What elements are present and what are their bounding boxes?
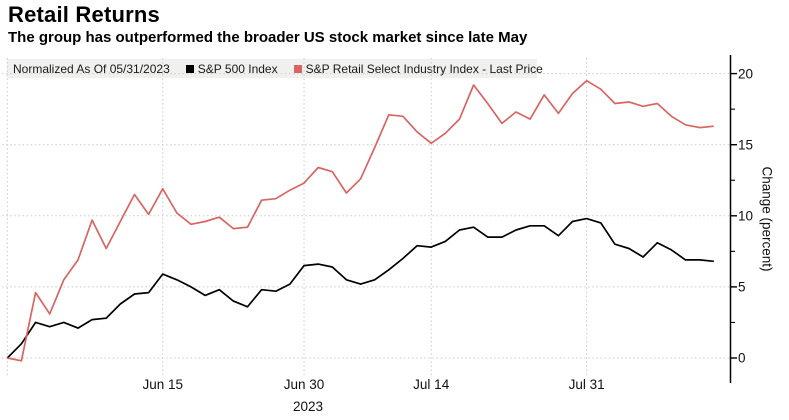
y-axis-title: Change (percent) bbox=[759, 166, 775, 272]
retail-index-line-series bbox=[7, 79, 714, 362]
y-tick-label: 20 bbox=[738, 66, 754, 82]
y-tick-label: 10 bbox=[738, 208, 754, 224]
x-tick-label: Jun 30 bbox=[283, 377, 325, 392]
chart-title: Retail Returns bbox=[8, 2, 160, 27]
legend-item-sp500: S&P 500 Index bbox=[185, 61, 278, 76]
y-tick-label: 15 bbox=[738, 137, 754, 153]
retail-swatch-icon bbox=[293, 64, 302, 73]
legend-normalized-note: Normalized As Of 05/31/2023 bbox=[13, 62, 170, 76]
x-tick-label: Jul 31 bbox=[568, 377, 605, 392]
legend-item-retail: S&P Retail Select Industry Index - Last … bbox=[293, 61, 543, 76]
y-tick-label: 0 bbox=[738, 350, 746, 366]
legend-retail-label: S&P Retail Select Industry Index - Last … bbox=[305, 61, 543, 76]
chart-subtitle: The group has outperformed the broader U… bbox=[8, 29, 528, 46]
sp500-line-series bbox=[6, 217, 714, 359]
legend-note-label: Normalized As Of 05/31/2023 bbox=[13, 61, 170, 76]
x-tick-label: Jul 14 bbox=[413, 377, 450, 392]
legend-sp500-label: S&P 500 Index bbox=[197, 61, 278, 76]
sp500-swatch-icon bbox=[185, 64, 194, 73]
y-tick-label: 5 bbox=[738, 279, 746, 295]
x-tick-label: Jun 15 bbox=[142, 377, 183, 392]
x-axis-year-label: 2023 bbox=[292, 399, 324, 414]
